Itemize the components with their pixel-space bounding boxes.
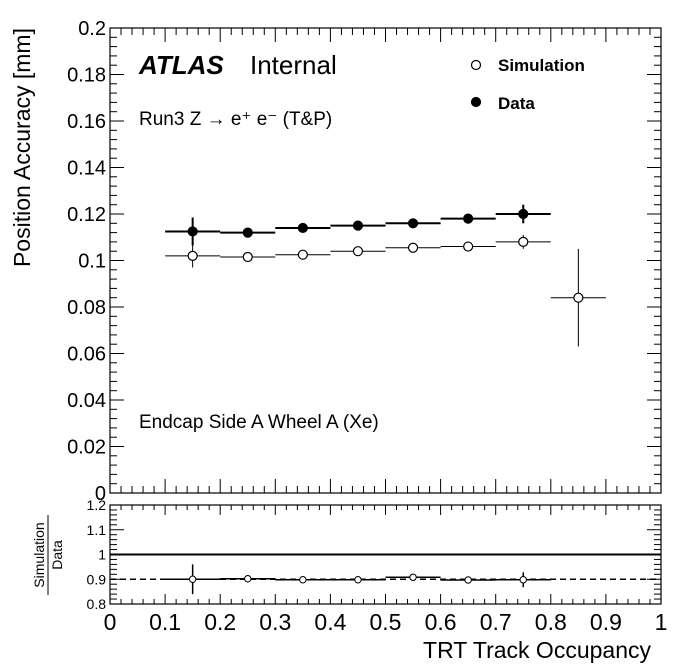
x-tick-label: 0.8 [535, 609, 567, 635]
legend-simulation-marker [470, 59, 482, 71]
data-point [187, 226, 198, 237]
data-point [518, 208, 529, 220]
x-tick-label: 1 [655, 609, 668, 635]
process-annotation: Run3 Z → e⁺ e⁻ (T&P) [139, 109, 332, 130]
main-y-tick-label: 0.06 [67, 344, 106, 366]
main-y-tick-label: 0.1 [78, 251, 106, 273]
main-y-tick-label: 0.2 [78, 18, 106, 40]
main-y-tick-label: 0.04 [67, 390, 106, 412]
x-tick-label: 0.3 [259, 609, 291, 635]
ratio-data-marks [165, 564, 551, 595]
main-y-tick-label: 0.08 [67, 297, 106, 319]
simulation-point [297, 249, 308, 260]
data-point [242, 227, 253, 238]
ratio-point [244, 575, 252, 583]
data-point [463, 213, 474, 224]
main-y-tick-label: 0.16 [67, 111, 106, 133]
data-point [352, 220, 364, 231]
x-tick-labels: 0 0.1 0.2 0.3 0.4 0.5 0.6 0.7 0.8 0.9 1 [104, 609, 668, 635]
simulation-point [352, 246, 364, 257]
atlas-label: ATLAS [138, 50, 224, 80]
ratio-y-tick-label: 1.2 [87, 497, 107, 513]
ratio-y-tick-label: 1.1 [87, 522, 107, 538]
main-y-axis-title: Position Accuracy [mm] [9, 28, 35, 267]
ratio-y-tick-label: 1 [98, 547, 106, 563]
simulation-point [242, 251, 253, 263]
legend-data-label: Data [498, 94, 535, 113]
ratio-point [409, 573, 417, 581]
ratio-y-tick-label: 0.8 [87, 596, 107, 612]
simulation-point [187, 250, 198, 261]
ratio-y-title-numerator: Simulation [31, 522, 47, 587]
x-tick-label: 0.2 [204, 609, 236, 635]
ratio-y-axis-title: Simulation Data [31, 515, 65, 595]
main-axis-ticks [109, 27, 662, 494]
data-point [297, 222, 308, 234]
main-y-tick-label: 0 [95, 483, 106, 505]
x-tick-label: 0.9 [590, 609, 622, 635]
ratio-y-title-denominator: Data [49, 540, 65, 570]
main-y-tick-label: 0.14 [67, 158, 106, 180]
main-y-tick-label: 0.02 [67, 437, 106, 459]
internal-label: Internal [250, 50, 337, 80]
ratio-point [299, 576, 307, 584]
main-y-tick-label: 0.18 [67, 65, 106, 87]
ratio-point [188, 575, 197, 583]
ratio-point [354, 576, 362, 584]
x-tick-label: 0.4 [314, 609, 346, 635]
region-annotation: Endcap Side A Wheel A (Xe) [139, 412, 379, 433]
data-point [407, 218, 419, 229]
simulation-point [407, 242, 419, 253]
simulation-point [573, 292, 584, 303]
ratio-axis-ticks [109, 504, 662, 605]
x-tick-label: 0.5 [370, 609, 402, 635]
ratio-point [464, 576, 472, 584]
ratio-y-tick-labels: 0.8 0.9 1 1.1 1.2 [87, 497, 107, 612]
simulation-point [518, 236, 529, 247]
x-tick-label: 0.1 [149, 609, 181, 635]
legend-data-marker [470, 96, 482, 108]
legend-simulation-label: Simulation [498, 56, 585, 75]
x-axis-title: TRT Track Occupancy [423, 637, 651, 663]
main-y-tick-labels: 0 0.02 0.04 0.06 0.08 0.1 0.12 0.14 0.16 0.18 0.2 [67, 18, 106, 505]
x-tick-label: 0.7 [480, 609, 512, 635]
ratio-point [519, 576, 527, 584]
main-y-tick-label: 0.12 [67, 204, 106, 226]
x-tick-label: 0.6 [425, 609, 457, 635]
simulation-point [463, 241, 474, 252]
x-tick-label: 0 [104, 609, 117, 635]
main-data-marks [165, 204, 606, 347]
ratio-y-tick-label: 0.9 [87, 571, 107, 587]
